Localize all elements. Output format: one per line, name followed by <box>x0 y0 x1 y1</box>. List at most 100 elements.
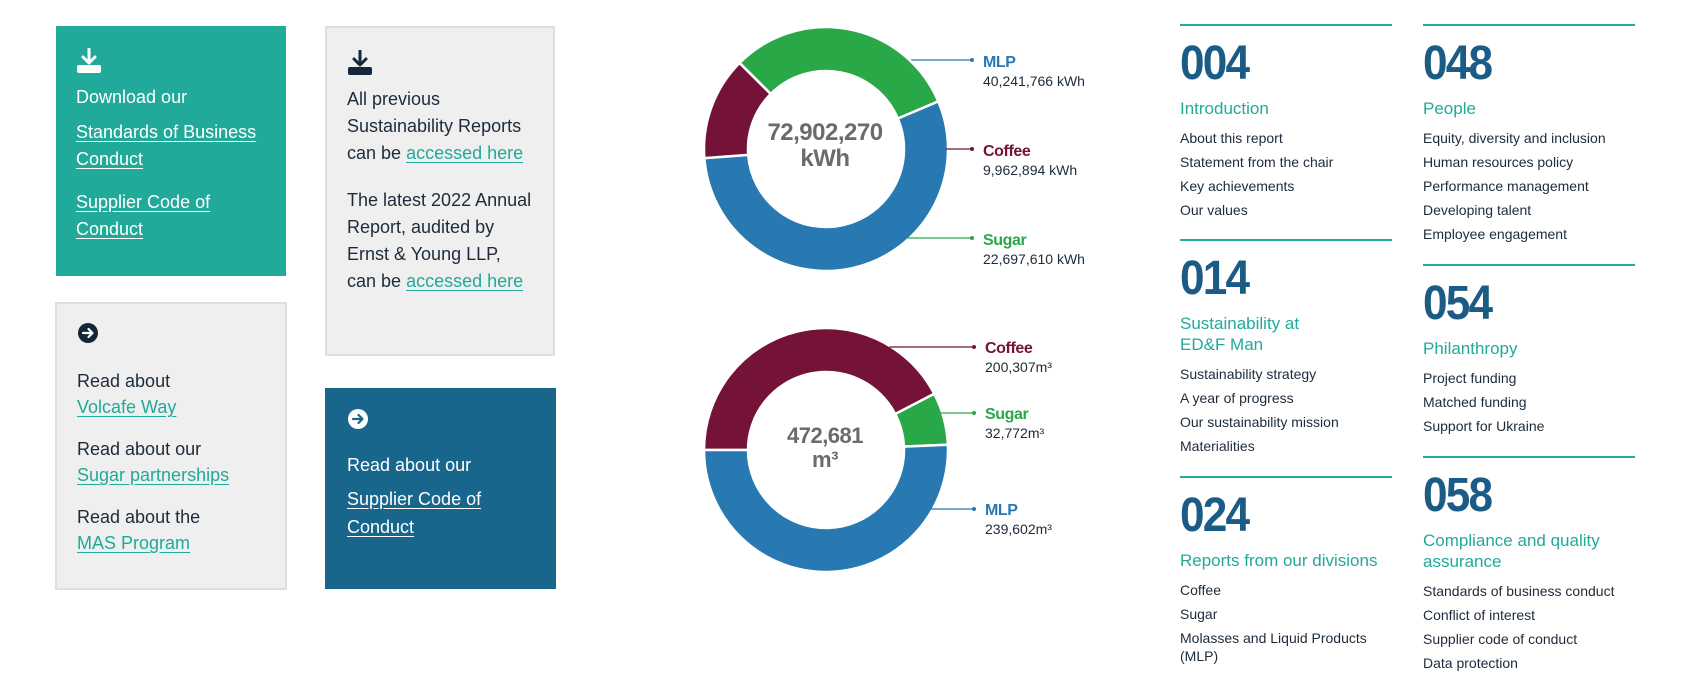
previous-reports-link[interactable]: accessed here <box>406 143 524 163</box>
read-about-card: Read about Volcafe Way Read about our Su… <box>55 302 287 590</box>
arrow-right-circle-icon <box>348 409 368 429</box>
standards-of-business-conduct-link[interactable]: Standards of Business Conduct <box>76 122 257 169</box>
section-item[interactable]: Our values <box>1180 202 1248 218</box>
section-item[interactable]: A year of progress <box>1180 390 1294 406</box>
section-item[interactable]: About this report <box>1180 130 1283 146</box>
section-page-number: 058 <box>1423 469 1493 522</box>
chart-center-label: 472,681 m³ <box>770 424 880 472</box>
section-item-list: About this report Statement from the cha… <box>1180 126 1392 222</box>
contents-section-divisions: 024 Reports from our divisions Coffee Su… <box>1180 476 1392 665</box>
section-item[interactable]: Key achievements <box>1180 178 1295 194</box>
section-item[interactable]: Sugar <box>1180 606 1218 622</box>
section-page-number: 004 <box>1180 37 1250 90</box>
contents-section-people: 048 People Equity, diversity and inclusi… <box>1423 24 1635 246</box>
section-item[interactable]: Sustainability strategy <box>1180 366 1317 382</box>
donut-slice-sugar <box>737 25 940 121</box>
section-item[interactable]: Coffee <box>1180 582 1221 598</box>
legend-value-mlp: 40,241,766 kWh <box>983 73 1085 89</box>
contents-section-sustainability: 014 Sustainability at ED&F Man Sustainab… <box>1180 239 1392 458</box>
donut-slice-mlp <box>702 443 950 574</box>
previous-reports-text: All previous Sustainability Reports can … <box>347 86 533 167</box>
leader-dot-mlp <box>972 507 976 511</box>
read-about-volcafe: Read about Volcafe Way <box>77 368 265 420</box>
section-item[interactable]: Human resources policy <box>1423 154 1574 170</box>
section-item[interactable]: Matched funding <box>1423 394 1527 410</box>
download-intro: Download our <box>76 87 188 107</box>
legend-value-sugar: 22,697,610 kWh <box>983 251 1085 267</box>
section-item[interactable]: Equity, diversity and inclusion <box>1423 130 1606 146</box>
arrow-right-circle-icon <box>78 323 98 343</box>
section-item[interactable]: Data protection <box>1423 655 1518 671</box>
annual-report-text: The latest 2022 Annual Report, audited b… <box>347 187 533 295</box>
leader-dot-coffee <box>970 147 974 151</box>
sugar-partnerships-link[interactable]: Sugar partnerships <box>77 465 230 485</box>
supplier-intro: Read about our <box>347 455 472 475</box>
section-rule <box>1180 476 1392 478</box>
section-item-list: Project funding Matched funding Support … <box>1423 366 1635 438</box>
water-donut-svg <box>702 326 976 574</box>
section-item[interactable]: Performance management <box>1423 178 1589 194</box>
download-icon <box>77 48 101 73</box>
previous-reports-card: All previous Sustainability Reports can … <box>325 26 555 356</box>
legend-name-coffee: Coffee <box>983 143 1031 160</box>
section-page-number: 014 <box>1180 252 1250 305</box>
read-about-label: Read about the <box>77 507 201 527</box>
section-item-list: Coffee Sugar Molasses and Liquid Product… <box>1180 578 1392 665</box>
section-item[interactable]: Conflict of interest <box>1423 607 1536 623</box>
section-heading[interactable]: Introduction <box>1180 99 1269 118</box>
section-item[interactable]: Our sustainability mission <box>1180 414 1339 430</box>
section-item[interactable]: Molasses and Liquid Products (MLP) <box>1180 630 1367 664</box>
legend-name-mlp: MLP <box>985 502 1018 519</box>
legend-name-sugar: Sugar <box>985 406 1029 423</box>
section-rule <box>1423 24 1635 26</box>
annual-report-label: The latest 2022 Annual Report, audited b… <box>347 190 532 291</box>
section-item[interactable]: Employee engagement <box>1423 226 1567 242</box>
section-page-number: 024 <box>1180 489 1250 542</box>
section-heading[interactable]: Reports from our divisions <box>1180 551 1378 570</box>
supplier-code-of-conduct-link[interactable]: Supplier Code of Conduct <box>76 192 211 239</box>
supplier-code-of-conduct-link[interactable]: Supplier Code of Conduct <box>347 489 482 537</box>
section-item[interactable]: Standards of business conduct <box>1423 583 1615 599</box>
section-item[interactable]: Materialities <box>1180 438 1255 454</box>
donut-slice-coffee <box>702 326 936 452</box>
supplier-code-card: Read about our Supplier Code of Conduct <box>325 388 556 589</box>
chart-center-value: 472,681 <box>786 423 864 448</box>
legend-name-mlp: MLP <box>983 54 1016 71</box>
legend-name-sugar: Sugar <box>983 232 1027 249</box>
chart-center-unit: kWh <box>800 145 850 172</box>
section-rule <box>1180 239 1392 241</box>
read-about-mas: Read about the MAS Program <box>77 504 265 556</box>
chart-center-unit: m³ <box>812 447 838 472</box>
legend-name-coffee: Coffee <box>985 340 1033 357</box>
donut-slice-mlp <box>702 99 950 273</box>
section-heading[interactable]: Philanthropy <box>1423 339 1518 358</box>
section-page-number: 048 <box>1423 37 1493 90</box>
legend-value-coffee: 9,962,894 kWh <box>983 162 1078 178</box>
section-heading[interactable]: Sustainability at ED&F Man <box>1180 314 1300 354</box>
leader-dot-mlp <box>970 58 974 62</box>
section-item[interactable]: Support for Ukraine <box>1423 418 1545 434</box>
section-item[interactable]: Project funding <box>1423 370 1517 386</box>
annual-report-link[interactable]: accessed here <box>406 271 524 291</box>
download-icon <box>348 50 372 75</box>
legend-value-sugar: 32,772m³ <box>985 425 1045 441</box>
section-rule <box>1180 24 1392 26</box>
section-item-list: Sustainability strategy A year of progre… <box>1180 362 1392 458</box>
volcafe-way-link[interactable]: Volcafe Way <box>77 397 177 417</box>
chart-center-value: 72,902,270 <box>767 119 883 146</box>
read-about-label: Read about our <box>77 439 202 459</box>
section-heading[interactable]: People <box>1423 99 1476 118</box>
chart-center-label: 72,902,270 kWh <box>760 120 890 172</box>
mas-program-link[interactable]: MAS Program <box>77 533 191 553</box>
section-page-number: 054 <box>1423 277 1493 330</box>
leader-dot-sugar <box>970 236 974 240</box>
contents-section-compliance: 058 Compliance and quality assurance Sta… <box>1423 456 1635 675</box>
energy-donut-chart: 72,902,270 kWh MLP 40,241,766 kWh Coffee… <box>700 20 1120 280</box>
section-item[interactable]: Developing talent <box>1423 202 1532 218</box>
section-item[interactable]: Statement from the chair <box>1180 154 1334 170</box>
leader-dot-sugar <box>972 411 976 415</box>
section-heading[interactable]: Compliance and quality assurance <box>1423 531 1600 571</box>
legend-value-mlp: 239,602m³ <box>985 521 1052 537</box>
legend-value-coffee: 200,307m³ <box>985 359 1052 375</box>
section-item[interactable]: Supplier code of conduct <box>1423 631 1578 647</box>
